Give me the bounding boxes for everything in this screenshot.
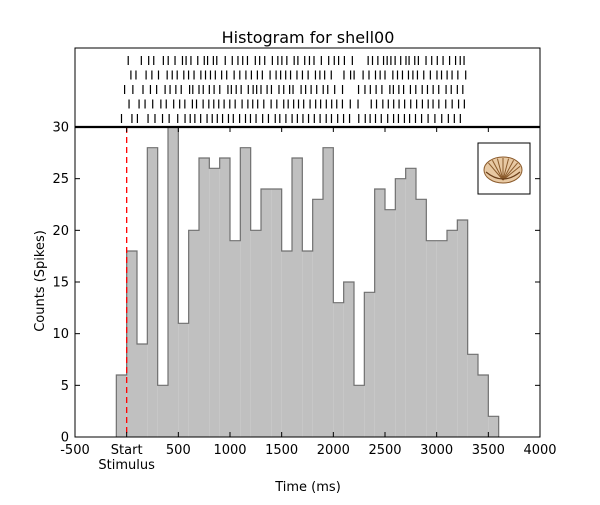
y-tick-label: 30 (52, 121, 69, 136)
histogram-bar (478, 375, 489, 437)
histogram-bar (157, 385, 168, 437)
shell-thumbnail-inset (477, 142, 531, 195)
histogram-bar (168, 127, 179, 437)
shell-image (483, 156, 523, 184)
histogram-bar (292, 158, 303, 437)
y-tick-label: 5 (61, 379, 69, 394)
shell-rib (488, 162, 504, 181)
histogram-bar (250, 230, 261, 437)
histogram-bar (209, 168, 220, 438)
histogram-bar (312, 199, 323, 437)
x-tick-label: 1500 (265, 443, 298, 458)
shell-rib (491, 160, 504, 181)
histogram-bar (467, 354, 478, 437)
shell-lip (485, 171, 521, 180)
x-tick-label: 2500 (368, 443, 401, 458)
x-tick-label: Start (111, 443, 143, 458)
stimulus-label: Stimulus (98, 458, 155, 473)
raster-frame (74, 47, 541, 127)
histogram-bar (343, 282, 354, 437)
histogram-bar (199, 158, 210, 437)
histogram-bar (405, 168, 416, 438)
y-tick-label: 10 (52, 327, 69, 342)
shell-rib (502, 160, 515, 181)
histogram-bar (426, 240, 437, 437)
histogram-bar (354, 385, 365, 437)
histogram-bar (333, 302, 344, 437)
histogram-bar (261, 189, 272, 437)
x-tick-label: 1000 (213, 443, 246, 458)
y-tick-label: 20 (52, 224, 69, 239)
histogram-bar (137, 344, 148, 437)
shell-rib (496, 158, 504, 181)
plot-axes: -500 Start 500 1000 1500 2000 2500 3000 3500 4000… (52, 121, 556, 474)
histogram-bar (240, 147, 251, 437)
x-tick-label: -500 (60, 443, 90, 458)
x-tick-label: 3000 (420, 443, 453, 458)
histogram-bar (126, 251, 137, 437)
histogram-bar (230, 240, 241, 437)
y-tick-label: 25 (52, 172, 69, 187)
histogram-bar (188, 230, 199, 437)
x-tick-label: 500 (166, 443, 191, 458)
histogram-bar (302, 251, 313, 437)
spike-raster-panel (74, 47, 541, 127)
histogram-bars (115, 126, 500, 438)
histogram-bar (323, 147, 334, 437)
histogram-bar (374, 189, 385, 437)
histogram-bar (116, 375, 127, 437)
y-axis-label: Counts (Spikes) (33, 230, 48, 332)
histogram-bar (364, 292, 375, 437)
shell-rib (502, 162, 518, 181)
y-tick-label: 15 (52, 276, 69, 291)
histogram-bar (271, 189, 282, 437)
histogram-bar (178, 323, 189, 437)
histogram-bar (488, 416, 499, 437)
histogram-bar (219, 158, 230, 437)
histogram-bar (447, 230, 458, 437)
histogram-bar (385, 209, 396, 437)
histogram-bar (147, 147, 158, 437)
chart-title: Histogram for shell00 (222, 28, 395, 47)
histogram-bar (281, 251, 292, 437)
y-tick-label: 0 (61, 431, 69, 446)
shell-rib (502, 165, 521, 181)
x-axis-label: Time (ms) (274, 480, 341, 495)
histogram-outline (115, 126, 500, 437)
x-tick-label: 2000 (317, 443, 350, 458)
histogram-bar (416, 199, 427, 437)
histogram-bar (436, 240, 447, 437)
x-tick-label: 4000 (523, 443, 556, 458)
shell-rib (502, 158, 510, 181)
x-tick-label: 3500 (472, 443, 505, 458)
histogram-bar (457, 220, 468, 437)
histogram-bar (395, 178, 406, 437)
